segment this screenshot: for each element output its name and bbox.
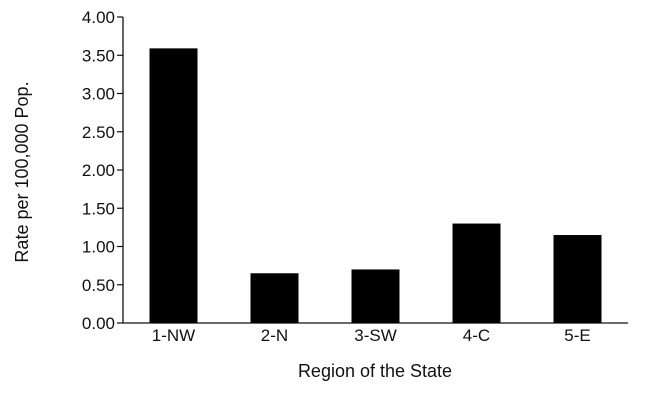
y-ticks: 0.00 0.50 1.00 1.50 2.00 2.50 3.00 3.50 4.00	[82, 8, 123, 333]
x-tick-label: 2-N	[261, 326, 288, 345]
x-tick-label: 1-NW	[152, 326, 195, 345]
bar	[351, 269, 400, 323]
y-tick-label: 2.50	[82, 123, 115, 142]
y-tick-label: 3.50	[82, 46, 115, 65]
y-tick-label: 1.00	[82, 238, 115, 257]
x-axis-title: Region of the State	[298, 361, 452, 381]
y-tick-label: 0.00	[82, 314, 115, 333]
y-axis-title: Rate per 100,000 Pop.	[12, 81, 32, 262]
x-tick-label: 5-E	[564, 326, 590, 345]
bar	[250, 273, 299, 323]
bar	[553, 235, 602, 323]
x-tick-label: 4-C	[463, 326, 490, 345]
y-tick-label: 1.50	[82, 199, 115, 218]
x-tick-label: 3-SW	[354, 326, 397, 345]
y-tick-label: 0.50	[82, 276, 115, 295]
y-tick-label: 3.00	[82, 85, 115, 104]
y-tick-label: 2.00	[82, 161, 115, 180]
bar	[149, 48, 198, 324]
bar	[452, 223, 501, 323]
y-tick-label: 4.00	[82, 8, 115, 27]
x-ticks: 1-NW 2-N 3-SW 4-C 5-E	[152, 326, 591, 345]
bars	[149, 48, 602, 324]
